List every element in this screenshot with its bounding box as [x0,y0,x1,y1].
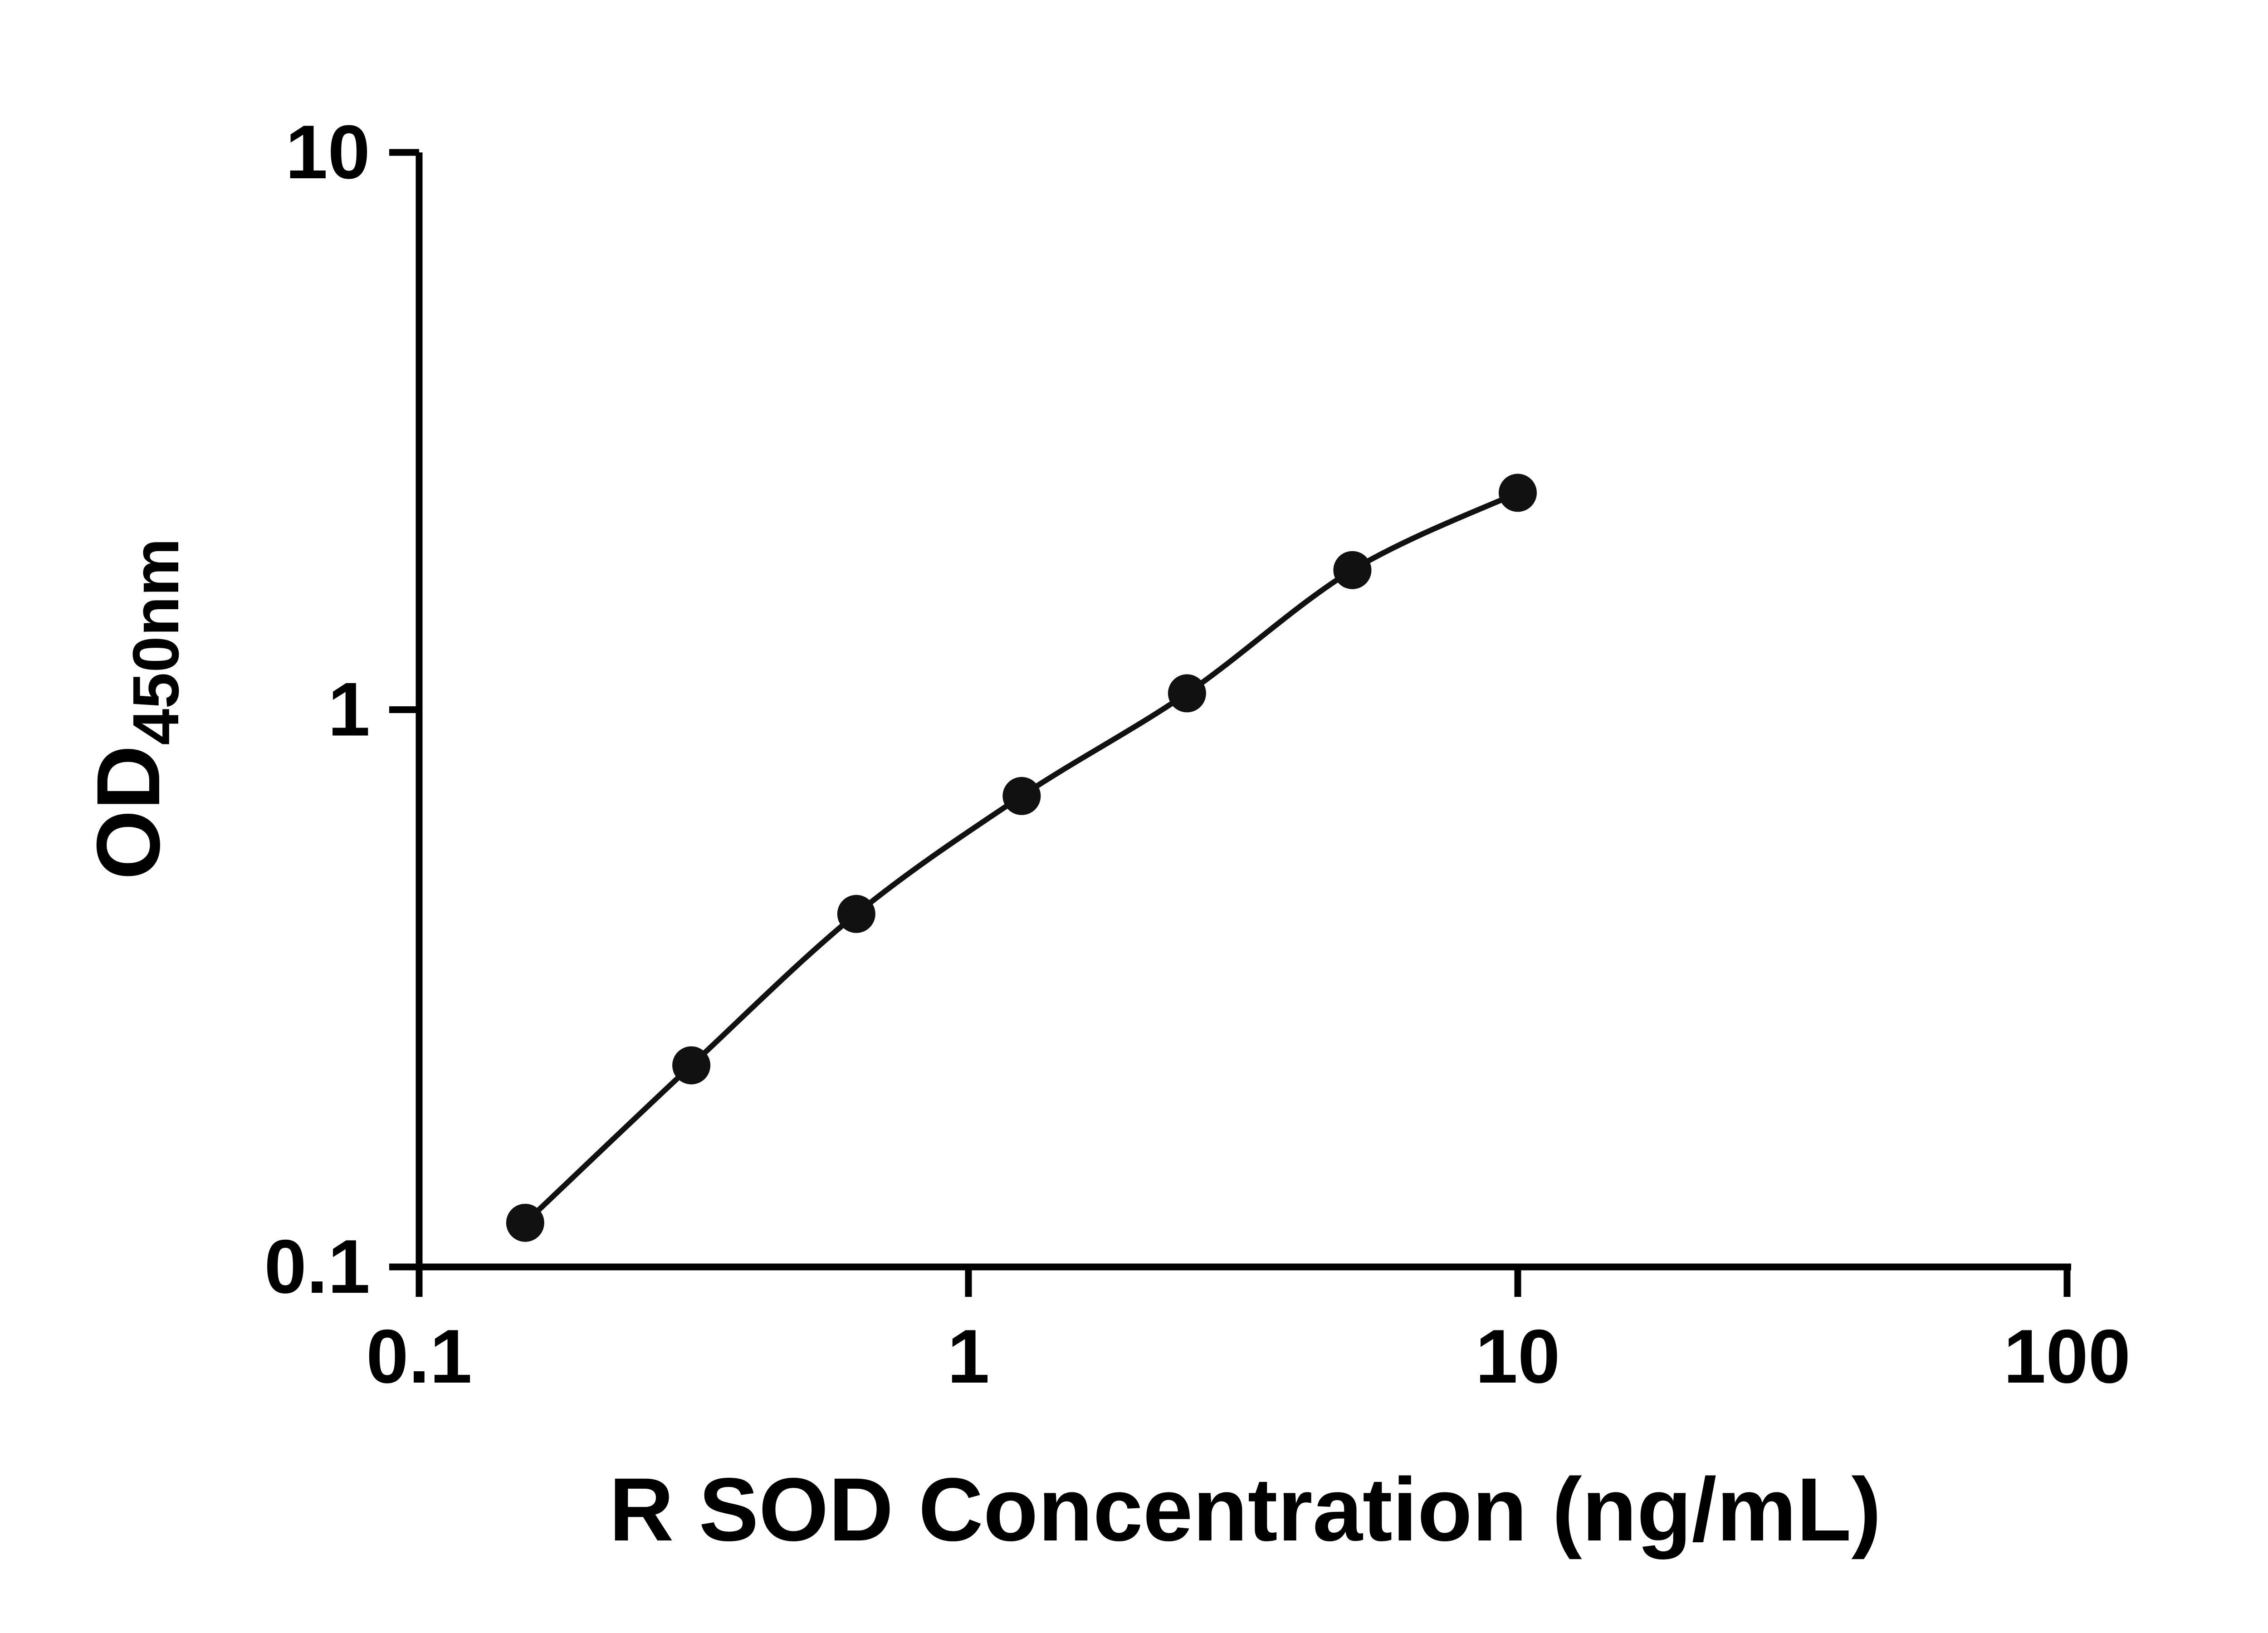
data-point [1002,777,1041,815]
plot-root: 0.1 1 10 100 0.1 1 10 [264,109,2131,1399]
y-tick-label: 0.1 [264,1224,370,1309]
data-point [837,895,875,933]
y-axis-title-main: OD [78,745,178,880]
y-tick-label: 1 [328,667,370,752]
data-point [672,1046,711,1085]
x-tick-label: 0.1 [366,1314,472,1399]
axis-spine [415,152,2071,1271]
x-tick-label: 10 [1476,1314,1560,1399]
y-tick-label: 10 [285,109,370,195]
y-axis-title-sub: 450nm [119,538,192,745]
data-point [506,1203,544,1242]
y-axis-title: OD450nm [78,538,192,880]
data-point [1499,474,1537,512]
data-point [1333,551,1372,589]
x-tick-label: 100 [2004,1314,2131,1399]
data-point [1168,674,1206,713]
fitted-curve [523,490,1519,1225]
x-axis-title: R SOD Concentration (ng/mL) [609,1459,1882,1560]
x-tick-label: 1 [947,1314,989,1399]
